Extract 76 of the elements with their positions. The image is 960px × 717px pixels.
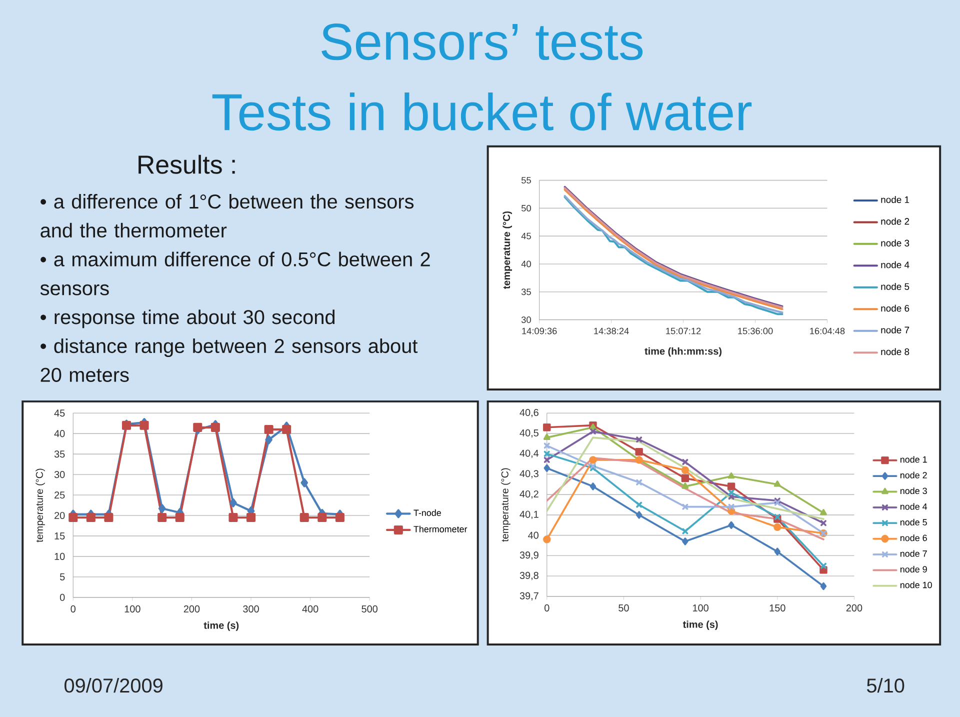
y-tick-label: 15 bbox=[54, 532, 65, 540]
y-tick-label: 5 bbox=[60, 573, 65, 580]
x-axis-title: time (hh:mm:ss) bbox=[644, 347, 722, 357]
x-tick-label: 0 bbox=[70, 605, 76, 612]
y-tick-label: 40 bbox=[521, 260, 531, 268]
text: Tests in bucket of water bbox=[212, 92, 752, 130]
legend-label: node 2 bbox=[881, 218, 910, 225]
x-tick-label: 500 bbox=[362, 605, 378, 612]
y-tick-label: 39,9 bbox=[520, 551, 538, 560]
legend-label: T-node bbox=[414, 509, 441, 516]
y-tick-label: 40,2 bbox=[520, 490, 538, 499]
legend-label: node 2 bbox=[900, 472, 927, 478]
y-tick-label: 40,4 bbox=[520, 450, 539, 458]
text: Results : bbox=[138, 154, 235, 174]
x-tick-label: 200 bbox=[846, 604, 862, 612]
legend-label: node 3 bbox=[900, 487, 927, 494]
text: 09/07/2009 bbox=[64, 678, 162, 693]
legend-label: node 9 bbox=[900, 566, 927, 572]
y-axis-title: temperature (°C) bbox=[36, 468, 45, 542]
x-tick-label: 0 bbox=[544, 604, 550, 612]
y-tick-label: 0 bbox=[60, 594, 65, 601]
y-tick-label: 40,6 bbox=[520, 408, 538, 418]
text: • a difference of 1°C between the sensors and the thermometer bbox=[40, 194, 414, 238]
x-tick-label: 400 bbox=[302, 605, 318, 612]
y-tick-label: 30 bbox=[54, 470, 65, 478]
x-tick-label: 150 bbox=[770, 604, 786, 612]
x-tick-label: 50 bbox=[618, 604, 629, 612]
x-tick-label: 14:09:36 bbox=[522, 328, 557, 334]
legend-label: node 6 bbox=[881, 304, 910, 312]
y-tick-label: 40 bbox=[528, 532, 538, 539]
legend-label: node 7 bbox=[881, 326, 910, 334]
text: • response time about 30 second bbox=[40, 309, 335, 328]
legend-label: node 1 bbox=[900, 456, 927, 463]
legend-label: Thermometer bbox=[414, 526, 468, 532]
y-tick-label: 40 bbox=[54, 430, 65, 438]
y-tick-label: 40,3 bbox=[520, 470, 538, 478]
y-tick-label: 35 bbox=[54, 450, 65, 458]
text: • a maximum difference of 0.5°C between 2 sensors bbox=[40, 252, 430, 296]
y-tick-label: 10 bbox=[54, 552, 65, 560]
x-tick-label: 300 bbox=[243, 605, 259, 612]
x-axis-title: time (s) bbox=[204, 621, 239, 631]
text: • distance range between 2 sensors about 20 meters bbox=[40, 338, 418, 382]
legend-label: node 4 bbox=[900, 503, 928, 510]
legend-label: node 6 bbox=[900, 534, 927, 541]
text: 5/10 bbox=[866, 678, 904, 693]
text: Sensors’ tests bbox=[322, 23, 643, 60]
y-tick-label: 40,5 bbox=[520, 429, 538, 438]
y-tick-label: 39,7 bbox=[520, 592, 538, 600]
x-tick-label: 16:04:48 bbox=[810, 328, 845, 334]
y-tick-label: 45 bbox=[521, 232, 531, 240]
y-tick-label: 40,1 bbox=[520, 510, 538, 519]
legend-label: node 8 bbox=[881, 348, 910, 355]
legend-label: node 10 bbox=[900, 581, 932, 588]
x-tick-label: 200 bbox=[184, 605, 200, 612]
legend-label: node 1 bbox=[881, 196, 910, 203]
x-tick-label: 100 bbox=[124, 605, 140, 612]
legend-label: node 5 bbox=[900, 518, 927, 526]
y-tick-label: 55 bbox=[522, 176, 531, 184]
y-tick-label: 50 bbox=[522, 204, 531, 212]
x-tick-label: 15:07:12 bbox=[666, 328, 701, 334]
legend-label: node 4 bbox=[881, 261, 910, 268]
y-axis-title: temperature (°C) bbox=[501, 468, 510, 542]
y-tick-label: 20 bbox=[54, 512, 65, 519]
y-axis-title: temperature (°C) bbox=[502, 211, 512, 289]
legend-label: node 5 bbox=[881, 282, 910, 290]
y-tick-label: 45 bbox=[54, 410, 65, 416]
x-tick-label: 100 bbox=[692, 604, 708, 612]
legend-label: node 7 bbox=[900, 550, 927, 557]
y-tick-label: 25 bbox=[54, 491, 65, 498]
x-tick-label: 14:38:24 bbox=[594, 328, 629, 334]
legend-label: node 3 bbox=[881, 239, 910, 246]
y-tick-label: 39,8 bbox=[520, 572, 538, 580]
x-axis-title: time (s) bbox=[682, 620, 718, 630]
y-tick-label: 35 bbox=[521, 288, 531, 295]
x-tick-label: 15:36:00 bbox=[738, 328, 773, 334]
y-tick-label: 30 bbox=[521, 316, 531, 323]
